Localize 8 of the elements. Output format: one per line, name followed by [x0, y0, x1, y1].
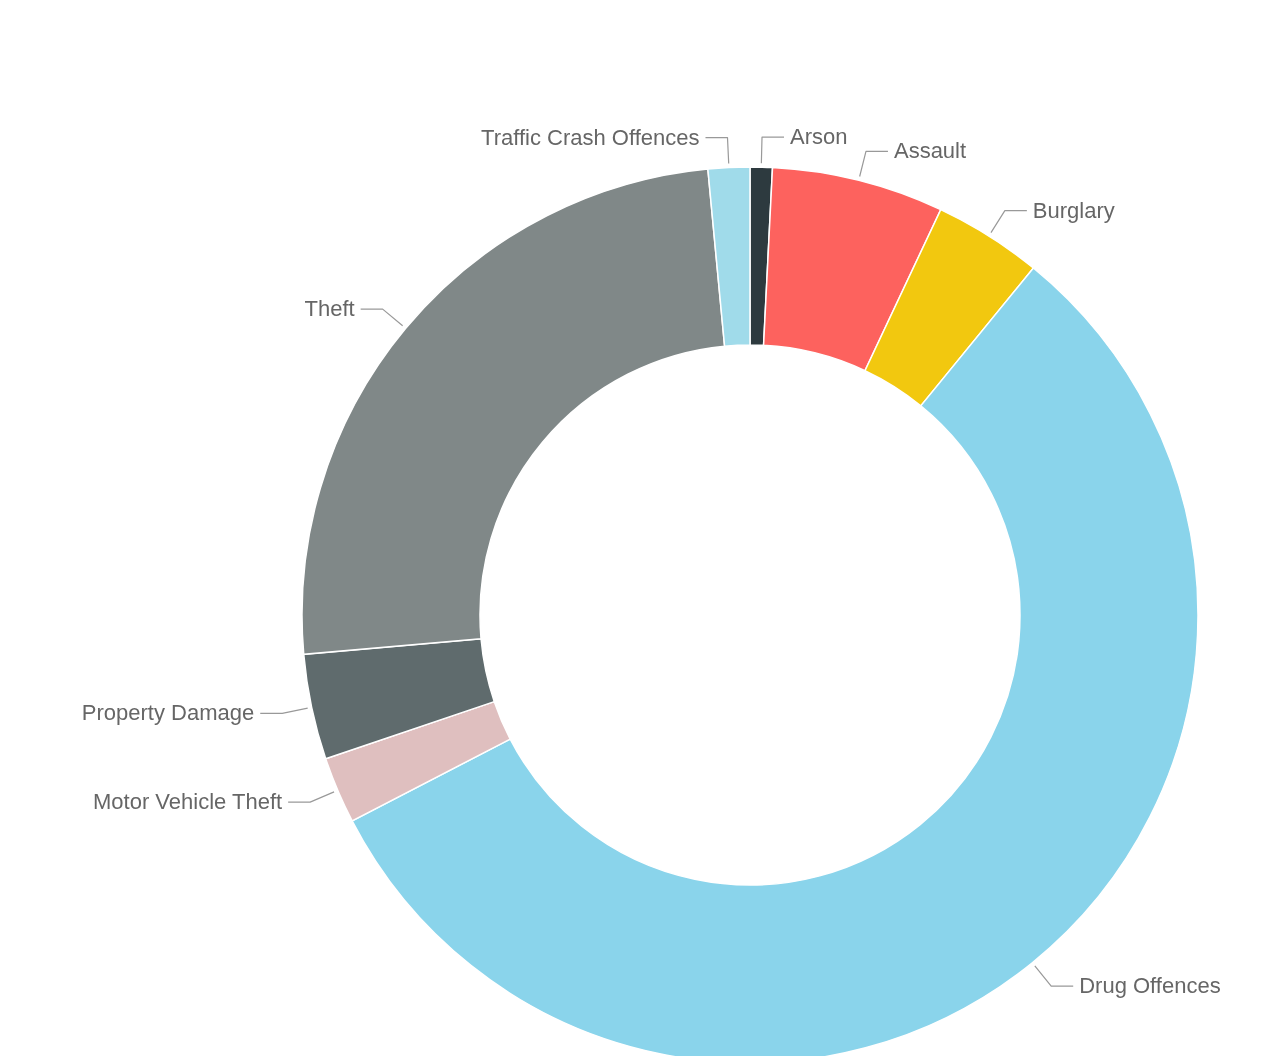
slice-label: Arson	[790, 124, 848, 150]
slice-label: Drug Offences	[1079, 973, 1221, 999]
slice-label: Motor Vehicle Theft	[92, 789, 283, 815]
slice-label: Burglary	[1032, 197, 1115, 223]
slice-label: Property Damage	[81, 700, 255, 726]
slice-label: Traffic Crash Offences	[481, 124, 700, 150]
slice-label: Assault	[893, 138, 967, 164]
slice-label: Theft	[304, 296, 355, 322]
